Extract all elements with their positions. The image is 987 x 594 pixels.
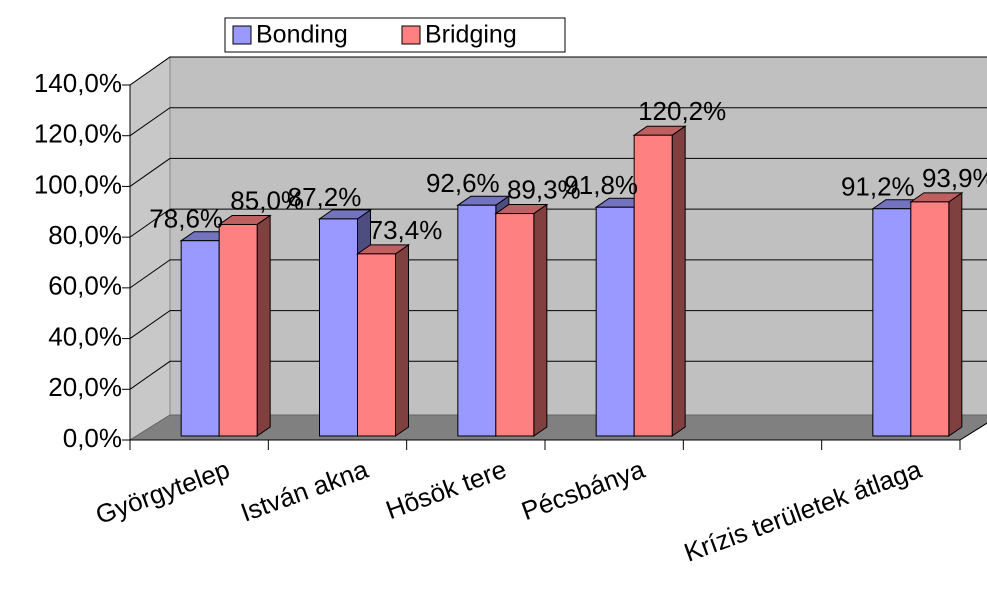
data-label: 73,4%: [369, 215, 443, 245]
bar: [494, 203, 549, 437]
bar: [355, 243, 411, 437]
y-tick-label: 0,0%: [63, 423, 122, 453]
legend: Bonding Bridging: [224, 17, 566, 53]
bar-front: [633, 134, 673, 437]
bar-side: [256, 214, 271, 437]
grid-line: [129, 107, 987, 137]
y-tick-label: 80,0%: [48, 220, 122, 250]
y-tick-label: 140,0%: [34, 68, 122, 98]
data-label: 78,6%: [149, 204, 223, 234]
data-label: 91,2%: [841, 172, 915, 202]
data-label: 89,3%: [507, 174, 581, 204]
bar-front: [357, 253, 396, 437]
bar-front: [180, 240, 220, 437]
x-axis-depth: [959, 422, 987, 441]
grid-line: [129, 56, 987, 86]
x-tick-label: István akna: [237, 454, 373, 528]
side-wall: [129, 56, 171, 441]
grid-line: [129, 157, 987, 187]
bar-front: [218, 223, 258, 437]
data-label: 87,2%: [288, 182, 362, 212]
bar-side: [671, 125, 686, 437]
bar-side: [948, 191, 963, 437]
data-label: 93,9%: [922, 163, 987, 193]
y-tick-label: 20,0%: [48, 372, 122, 402]
grid-line: [129, 208, 987, 238]
y-tick-label: 120,0%: [34, 119, 122, 149]
bar: [909, 191, 964, 437]
data-label: 91,8%: [564, 170, 638, 200]
y-tick-label: 100,0%: [34, 169, 122, 199]
bar-front: [872, 208, 912, 437]
bar-side: [533, 203, 548, 437]
y-tick-label: 60,0%: [48, 271, 122, 301]
bar-front: [910, 201, 950, 437]
grid-line: [129, 360, 987, 390]
grid-line: [129, 259, 987, 289]
x-tick-label: Györgytelep: [92, 454, 234, 530]
x-tick-label: Pécsbánya: [517, 454, 649, 526]
bar-front: [495, 213, 535, 437]
data-label: 120,2%: [638, 96, 726, 126]
data-label: 85,0%: [230, 185, 304, 215]
bar: [217, 214, 272, 437]
x-tick-label: Krízis területek átlaga: [680, 454, 926, 568]
x-tick-label: Hõsök tere: [382, 454, 510, 525]
grid-line: [129, 310, 987, 339]
legend-box: [224, 17, 566, 53]
legend-label: Bonding: [256, 21, 348, 49]
legend-label: Bridging: [425, 21, 517, 49]
bar-front: [319, 218, 358, 437]
legend-swatch: [401, 25, 421, 45]
y-tick-label: 40,0%: [48, 321, 122, 351]
bar-front: [457, 204, 497, 437]
bar-front: [595, 206, 635, 437]
bar: [632, 125, 687, 437]
legend-swatch: [232, 25, 252, 45]
data-label: 92,6%: [426, 168, 500, 198]
bar-side: [395, 243, 409, 437]
